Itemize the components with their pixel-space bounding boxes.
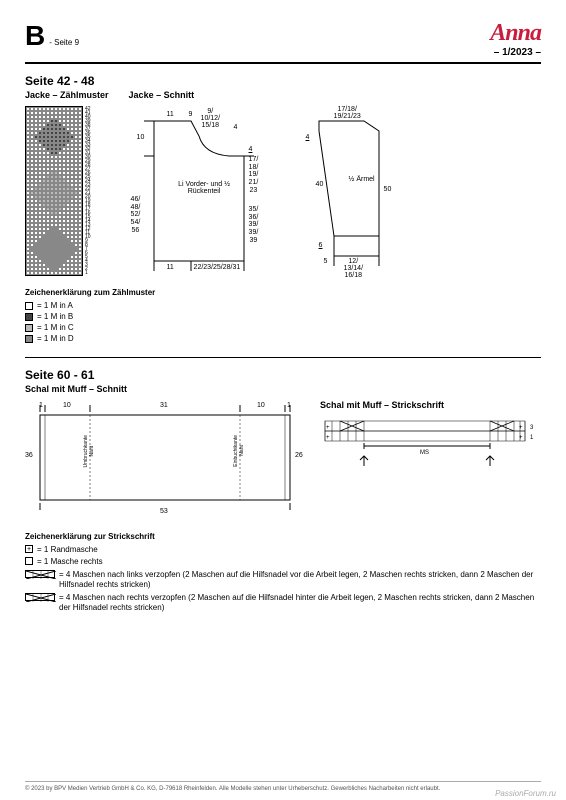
- page-ref: - Seite 9: [49, 38, 79, 47]
- sleeve-schematic: 17/18/ 19/21/23 4 40 50 ½ Ärmel 6 5 12/ …: [304, 106, 404, 276]
- legend-block-2: Zeichenerklärung zur Strickschrift + = 1 …: [25, 532, 541, 613]
- dim-brow: 22/23/25/28/31: [194, 264, 241, 271]
- body-schematic: 9/ 10/12/ 15/18 11 9 4 10 4 17/ 18/ 19/ …: [129, 106, 279, 276]
- note2: Einbuchtkante Naht: [233, 435, 245, 467]
- chart-heading: Jacke – Zählmuster: [25, 90, 109, 100]
- dim-rside: 17/ 18/ 19/ 21/ 23: [249, 156, 259, 194]
- section1-title: Seite 42 - 48: [25, 74, 541, 88]
- schematic-heading: Jacke – Schnitt: [129, 90, 404, 100]
- legend-text: = 4 Maschen nach rechts verzopfen (2 Mas…: [59, 593, 541, 614]
- section-divider: [25, 357, 541, 358]
- sd-10: 10: [63, 402, 71, 409]
- svg-text:+: +: [326, 435, 330, 441]
- sd-53: 53: [160, 508, 168, 515]
- legend-row: = 4 Maschen nach links verzopfen (2 Masc…: [25, 570, 541, 591]
- counting-chart-grid: [25, 106, 83, 276]
- dim-9: 9: [189, 111, 193, 118]
- legend-swatch: [25, 313, 33, 321]
- sleeve-40: 40: [316, 181, 324, 188]
- sd-1r: 1: [287, 402, 291, 409]
- section-letter: B: [25, 20, 45, 52]
- strick-heading: Schal mit Muff – Strickschrift: [320, 400, 540, 410]
- svg-text:1: 1: [530, 435, 534, 441]
- legend-symbol: [25, 557, 33, 565]
- legend-symbol: [25, 593, 55, 601]
- section2-title: Seite 60 - 61: [25, 368, 541, 382]
- dim-10: 10: [137, 134, 145, 141]
- note1: Umbruchkante Naht: [83, 435, 95, 468]
- dim-top: 9/ 10/12/ 15/18: [201, 108, 220, 129]
- legend-text: = 1 M in D: [37, 334, 74, 343]
- copyright-footer: © 2023 by BPV Medien Vertrieb GmbH & Co.…: [25, 781, 541, 792]
- sleeve-4: 4: [306, 134, 310, 141]
- sleeve-bottom: 12/ 13/14/ 16/18: [344, 258, 363, 279]
- sleeve-label: ½ Ärmel: [349, 176, 375, 183]
- svg-text:3: 3: [530, 425, 534, 431]
- sleeve-6: 6: [319, 242, 323, 249]
- dim-lside: 46/ 48/ 52/ 54/ 56: [131, 196, 141, 234]
- legend-row: = 1 M in C: [25, 323, 541, 332]
- legend-row: = 1 Masche rechts: [25, 557, 541, 567]
- sd-1: 1: [39, 402, 43, 409]
- brand-logo: Anna: [490, 20, 541, 47]
- svg-text:+: +: [519, 425, 523, 431]
- strick-chart: + + + + 3 1 MS: [320, 416, 540, 478]
- scarf-heading: Schal mit Muff – Schnitt: [25, 384, 541, 394]
- sd-36: 36: [25, 452, 33, 459]
- legend-row: = 1 M in D: [25, 334, 541, 343]
- sleeve-5: 5: [324, 258, 328, 265]
- legend-row: = 4 Maschen nach rechts verzopfen (2 Mas…: [25, 593, 541, 614]
- legend-block-1: Zeichenerklärung zum Zählmuster = 1 M in…: [25, 288, 541, 343]
- legend-text: = 1 Masche rechts: [37, 557, 541, 567]
- dim-b11: 11: [167, 264, 174, 271]
- legend-text: = 4 Maschen nach links verzopfen (2 Masc…: [59, 570, 541, 591]
- sleeve-50: 50: [384, 186, 392, 193]
- legend2-title: Zeichenerklärung zur Strickschrift: [25, 532, 541, 541]
- page-header: B - Seite 9 Anna – 1/2023 –: [25, 20, 541, 64]
- dim-4: 4: [234, 124, 238, 131]
- dim-rlower: 35/ 36/ 39/ 39/ 39: [249, 206, 259, 244]
- svg-text:+: +: [519, 435, 523, 441]
- legend-swatch: [25, 324, 33, 332]
- scarf-schematic: 1 10 31 10 1 36 26 53 Umbruchkante Naht …: [25, 400, 305, 520]
- legend-symbol: [25, 570, 55, 578]
- strick-block: Schal mit Muff – Strickschrift: [320, 400, 540, 478]
- legend-row: = 1 M in A: [25, 301, 541, 310]
- issue-label: – 1/2023 –: [490, 47, 541, 58]
- watermark: PassionForum.ru: [495, 789, 556, 798]
- legend-text: = 1 M in C: [37, 323, 74, 332]
- legend-row: = 1 M in B: [25, 312, 541, 321]
- body-schematic-block: Jacke – Schnitt 9/ 10/12/ 15/18 11 9 4 1…: [129, 90, 404, 276]
- legend-swatch: [25, 335, 33, 343]
- legend-row: + = 1 Randmasche: [25, 545, 541, 555]
- dim-r4: 4: [249, 146, 253, 153]
- legend-text: = 1 Randmasche: [37, 545, 541, 555]
- body-label: Li Vorder- und ½ Rückenteil: [177, 181, 232, 195]
- sleeve-top: 17/18/ 19/21/23: [334, 106, 361, 120]
- legend-text: = 1 M in A: [37, 301, 73, 310]
- chart-row-labels: 4241403938373635343332313029282726252423…: [85, 106, 91, 276]
- counting-chart-block: Jacke – Zählmuster 424140393837363534333…: [25, 90, 109, 276]
- sd-26: 26: [295, 452, 303, 459]
- svg-text:MS: MS: [420, 450, 429, 456]
- legend-symbol: +: [25, 545, 33, 553]
- svg-text:+: +: [326, 425, 330, 431]
- sd-10b: 10: [257, 402, 265, 409]
- legend-swatch: [25, 302, 33, 310]
- sd-31: 31: [160, 402, 168, 409]
- legend1-title: Zeichenerklärung zum Zählmuster: [25, 288, 541, 297]
- legend-text: = 1 M in B: [37, 312, 73, 321]
- dim-11: 11: [167, 111, 174, 118]
